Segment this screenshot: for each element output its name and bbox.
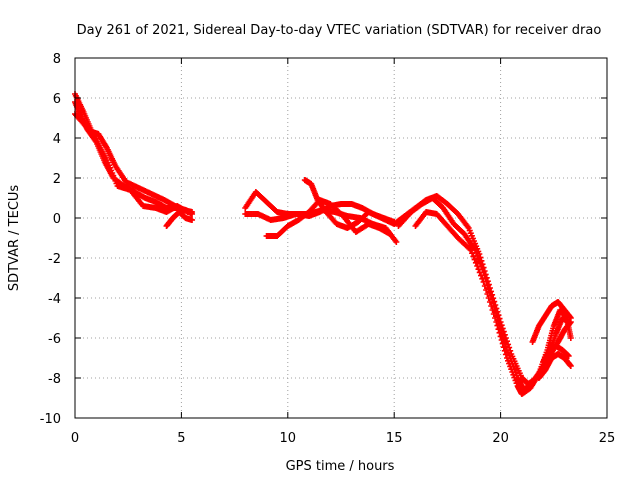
y-tick-label: -10 (40, 412, 61, 427)
x-tick-label: 5 (177, 431, 185, 446)
data-point (471, 256, 478, 263)
x-tick-label: 20 (492, 431, 509, 446)
x-tick-label: 10 (280, 431, 297, 446)
x-tick-label: 25 (599, 431, 616, 446)
data-point (483, 287, 490, 293)
data-point (494, 322, 501, 329)
data-point (480, 279, 487, 285)
data-point (489, 307, 496, 313)
y-tick-label: -4 (48, 292, 61, 307)
data-point (488, 303, 495, 309)
data-point (393, 239, 400, 245)
data-point (189, 217, 196, 223)
y-tick-label: 2 (53, 172, 61, 187)
data-point (474, 263, 481, 269)
data-point (472, 259, 479, 266)
x-tick-labels: 0 5 10 15 20 25 (71, 431, 615, 446)
x-tick-label: 15 (386, 431, 403, 446)
data-point (386, 231, 393, 237)
series-track-n (540, 343, 572, 365)
series-track-d (163, 209, 196, 229)
data-point (478, 272, 485, 279)
data-point (475, 266, 482, 273)
data-point (502, 351, 509, 358)
data-point (484, 291, 491, 297)
y-tick-label: 6 (53, 92, 61, 107)
data-point (469, 250, 476, 257)
data-point (470, 253, 477, 260)
data-point (475, 255, 482, 262)
y-tick-label: -6 (48, 332, 61, 347)
data-point (497, 333, 504, 340)
axis-ticks (74, 57, 608, 419)
x-axis-label: GPS time / hours (286, 459, 395, 474)
data-point (476, 269, 483, 276)
y-tick-label: 8 (53, 52, 61, 67)
data-point (496, 329, 503, 336)
data-points (72, 91, 574, 397)
data-point (567, 363, 574, 369)
y-tick-label: 0 (53, 212, 61, 227)
series-track-h (301, 177, 398, 231)
data-point (467, 247, 474, 253)
series-track-k (412, 209, 574, 397)
data-point (184, 209, 191, 215)
data-point (567, 315, 574, 321)
data-point (567, 335, 574, 341)
data-point (565, 353, 572, 359)
series-track-m (535, 351, 574, 381)
y-axis-label: SDTVAR / TECUs (7, 185, 22, 292)
data-point (493, 319, 500, 325)
data-point (479, 275, 486, 282)
data-point (485, 295, 492, 301)
chart-title: Day 261 of 2021, Sidereal Day-to-day VTE… (77, 23, 602, 38)
data-point (495, 326, 502, 333)
y-tick-labels: -10 -8 -6 -4 -2 0 2 4 6 8 (40, 52, 61, 427)
data-point (481, 283, 488, 289)
data-point (510, 371, 517, 378)
y-tick-label: 4 (53, 132, 61, 147)
data-point (490, 311, 497, 317)
data-point (505, 357, 512, 364)
data-point (501, 347, 508, 354)
data-point (486, 299, 493, 305)
data-point (507, 363, 514, 370)
data-point (500, 344, 507, 351)
data-point (492, 315, 499, 321)
series-track-l (529, 299, 574, 345)
data-point (498, 337, 505, 343)
plot-frame (74, 57, 608, 419)
y-tick-label: -8 (48, 372, 61, 387)
y-tick-label: -2 (48, 252, 61, 267)
data-point (512, 377, 519, 384)
data-point (499, 340, 506, 347)
x-tick-label: 0 (71, 431, 79, 446)
grid-lines (75, 58, 607, 418)
